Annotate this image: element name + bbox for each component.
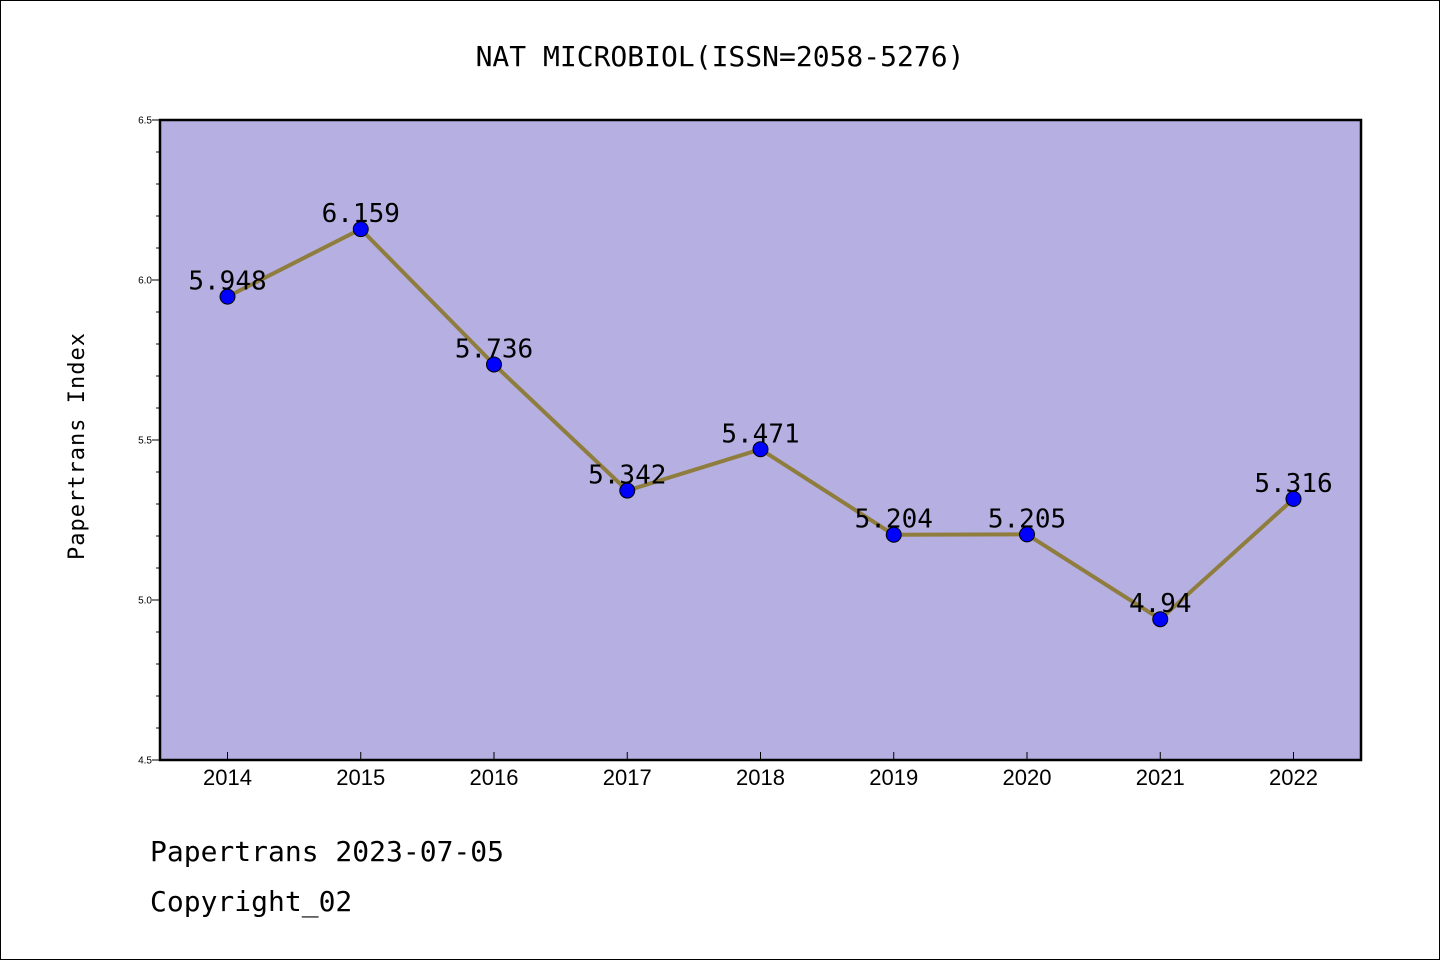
x-axis: 2014 2015 2016 2017 2018 2019 2020 2021 2022 [203,752,1318,790]
x-tick-label: 2014 [203,765,252,790]
x-tick-label: 2015 [336,765,385,790]
data-point [219,288,236,305]
data-label: 6.159 [322,199,400,229]
data-label: 5.204 [855,505,933,535]
y-tick-label: 5.5 [138,436,152,447]
y-axis-label: Papertrans Index [65,332,90,560]
data-point [752,441,769,458]
footer-date-text: Papertrans 2023-07-05 [150,835,505,868]
data-point [885,526,902,543]
chart-title: NAT MICROBIOL(ISSN=2058-5276) [476,40,965,73]
x-tick-label: 2017 [603,765,652,790]
x-tick-label: 2022 [1269,765,1318,790]
plot-border [158,118,1363,762]
data-label: 5.342 [588,461,666,491]
data-point [352,221,369,238]
data-point [1019,526,1035,543]
data-label: 5.736 [455,334,533,364]
data-label: 5.316 [1254,469,1332,499]
x-tick-label: 2019 [869,765,918,790]
data-point [486,356,502,373]
data-point [1285,490,1302,507]
footer-copyright-text: Copyright_02 [150,885,353,918]
x-tick-label: 2020 [1003,765,1052,790]
x-tick-label: 2021 [1136,765,1185,790]
data-label: 4.94 [1129,589,1192,619]
data-label: 5.948 [188,267,266,297]
y-axis: 4.5 5.0 5.5 6.0 6.5 [138,116,160,767]
x-tick-label: 2016 [470,765,519,790]
y-tick-label: 6.0 [138,276,152,287]
data-label: 5.205 [988,504,1066,534]
data-point [1152,611,1169,628]
x-tick-label: 2018 [736,765,785,790]
y-tick-label: 5.0 [138,596,152,607]
series-markers [219,221,1302,628]
data-labels: 5.948 6.159 5.736 5.342 5.471 5.204 5.205 4.94 5… [188,199,1332,619]
y-tick-label: 4.5 [138,756,152,767]
data-point [619,482,636,499]
data-label: 5.471 [721,419,799,449]
y-tick-label: 6.5 [138,116,152,127]
